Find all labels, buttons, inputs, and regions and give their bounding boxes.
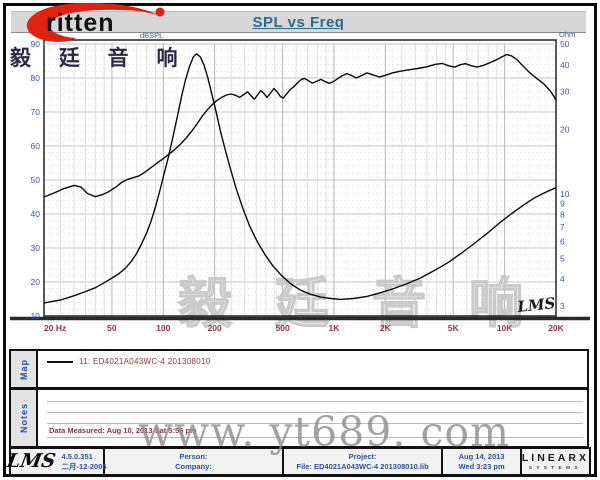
svg-text:4: 4 (560, 274, 565, 284)
svg-text:Ohm: Ohm (559, 30, 575, 39)
svg-text:5: 5 (560, 253, 565, 263)
svg-text:50: 50 (107, 323, 117, 333)
map-section: Map 11: ED4021A043WC-4 201308010 (9, 349, 589, 389)
legend-label: 11: ED4021A043WC-4 201308010 (79, 357, 211, 366)
map-label-cell: Map (11, 351, 38, 387)
svg-text:8: 8 (560, 210, 565, 220)
legend-row: 11: ED4021A043WC-4 201308010 (47, 357, 210, 366)
svg-text:500: 500 (275, 323, 289, 333)
svg-text:30: 30 (560, 87, 570, 97)
notes-rule-line (47, 423, 583, 424)
footer-lms-cell: LMS 4.5.0.351 二月-12-2005 (6, 449, 107, 474)
svg-text:50: 50 (560, 39, 570, 49)
svg-text:20K: 20K (548, 323, 564, 333)
svg-text:10K: 10K (497, 323, 513, 333)
svg-text:9: 9 (560, 199, 565, 209)
footer-linearx-cell: LINEARX SYSTEMS (522, 449, 589, 474)
svg-text:2K: 2K (380, 323, 392, 333)
legend-line-swatch (47, 360, 73, 363)
svg-text:3: 3 (560, 301, 565, 311)
notes-label-cell: Notes (11, 390, 38, 446)
svg-text:20 Hz: 20 Hz (44, 323, 66, 333)
svg-text:90: 90 (31, 39, 41, 49)
svg-text:LMS: LMS (516, 294, 557, 316)
svg-text:10: 10 (560, 189, 570, 199)
footer-bar: LMS 4.5.0.351 二月-12-2005 Person: Company… (6, 447, 591, 476)
linearx-logo: LINEARX (521, 452, 589, 465)
project-label: Project: (348, 452, 377, 462)
svg-text:5K: 5K (448, 323, 460, 333)
company-label: Company: (175, 461, 212, 471)
file-label: File: ED4021A043WC-4 201308010.lib (296, 461, 429, 471)
notes-rule-line (47, 437, 583, 438)
svg-text:80: 80 (31, 73, 41, 83)
data-measured-text: Data Measured: Aug 10, 2013 Sat 5:56 pm (49, 426, 197, 435)
print-date: Aug 14, 2013 (458, 452, 505, 462)
svg-text:6: 6 (560, 236, 565, 246)
footer-date-cell: Aug 14, 2013 Wed 3:23 pm (443, 449, 522, 474)
svg-text:20: 20 (560, 124, 570, 134)
svg-text:30: 30 (31, 243, 41, 253)
svg-text:60: 60 (31, 141, 41, 151)
lms-version-date: 二月-12-2005 (61, 461, 107, 471)
notes-rule-line (47, 401, 583, 402)
print-time: Wed 3:23 pm (458, 461, 505, 471)
page-title: SPL vs Freq (252, 13, 345, 31)
svg-text:40: 40 (560, 60, 570, 70)
person-label: Person: (179, 452, 208, 462)
footer-person-cell: Person: Company: (105, 449, 284, 474)
curve-spl (43, 53, 557, 198)
svg-text:毅 廷 音 响: 毅 廷 音 响 (178, 274, 537, 334)
svg-text:20: 20 (31, 277, 41, 287)
curve-impedance (43, 53, 557, 304)
svg-text:dBSPL: dBSPL (140, 31, 163, 40)
svg-text:1K: 1K (329, 323, 341, 333)
svg-text:70: 70 (31, 107, 41, 117)
svg-text:100: 100 (156, 323, 170, 333)
notes-rule-line (47, 412, 583, 413)
svg-text:50: 50 (31, 175, 41, 185)
linearx-systems: SYSTEMS (528, 465, 582, 471)
lms-version: 4.5.0.351 (61, 452, 93, 462)
footer-project-cell: Project: File: ED4021A043WC-4 201308010.… (284, 449, 444, 474)
svg-text:7: 7 (560, 222, 565, 232)
svg-text:40: 40 (31, 209, 41, 219)
svg-text:200: 200 (208, 323, 222, 333)
svg-text:10: 10 (31, 311, 41, 321)
